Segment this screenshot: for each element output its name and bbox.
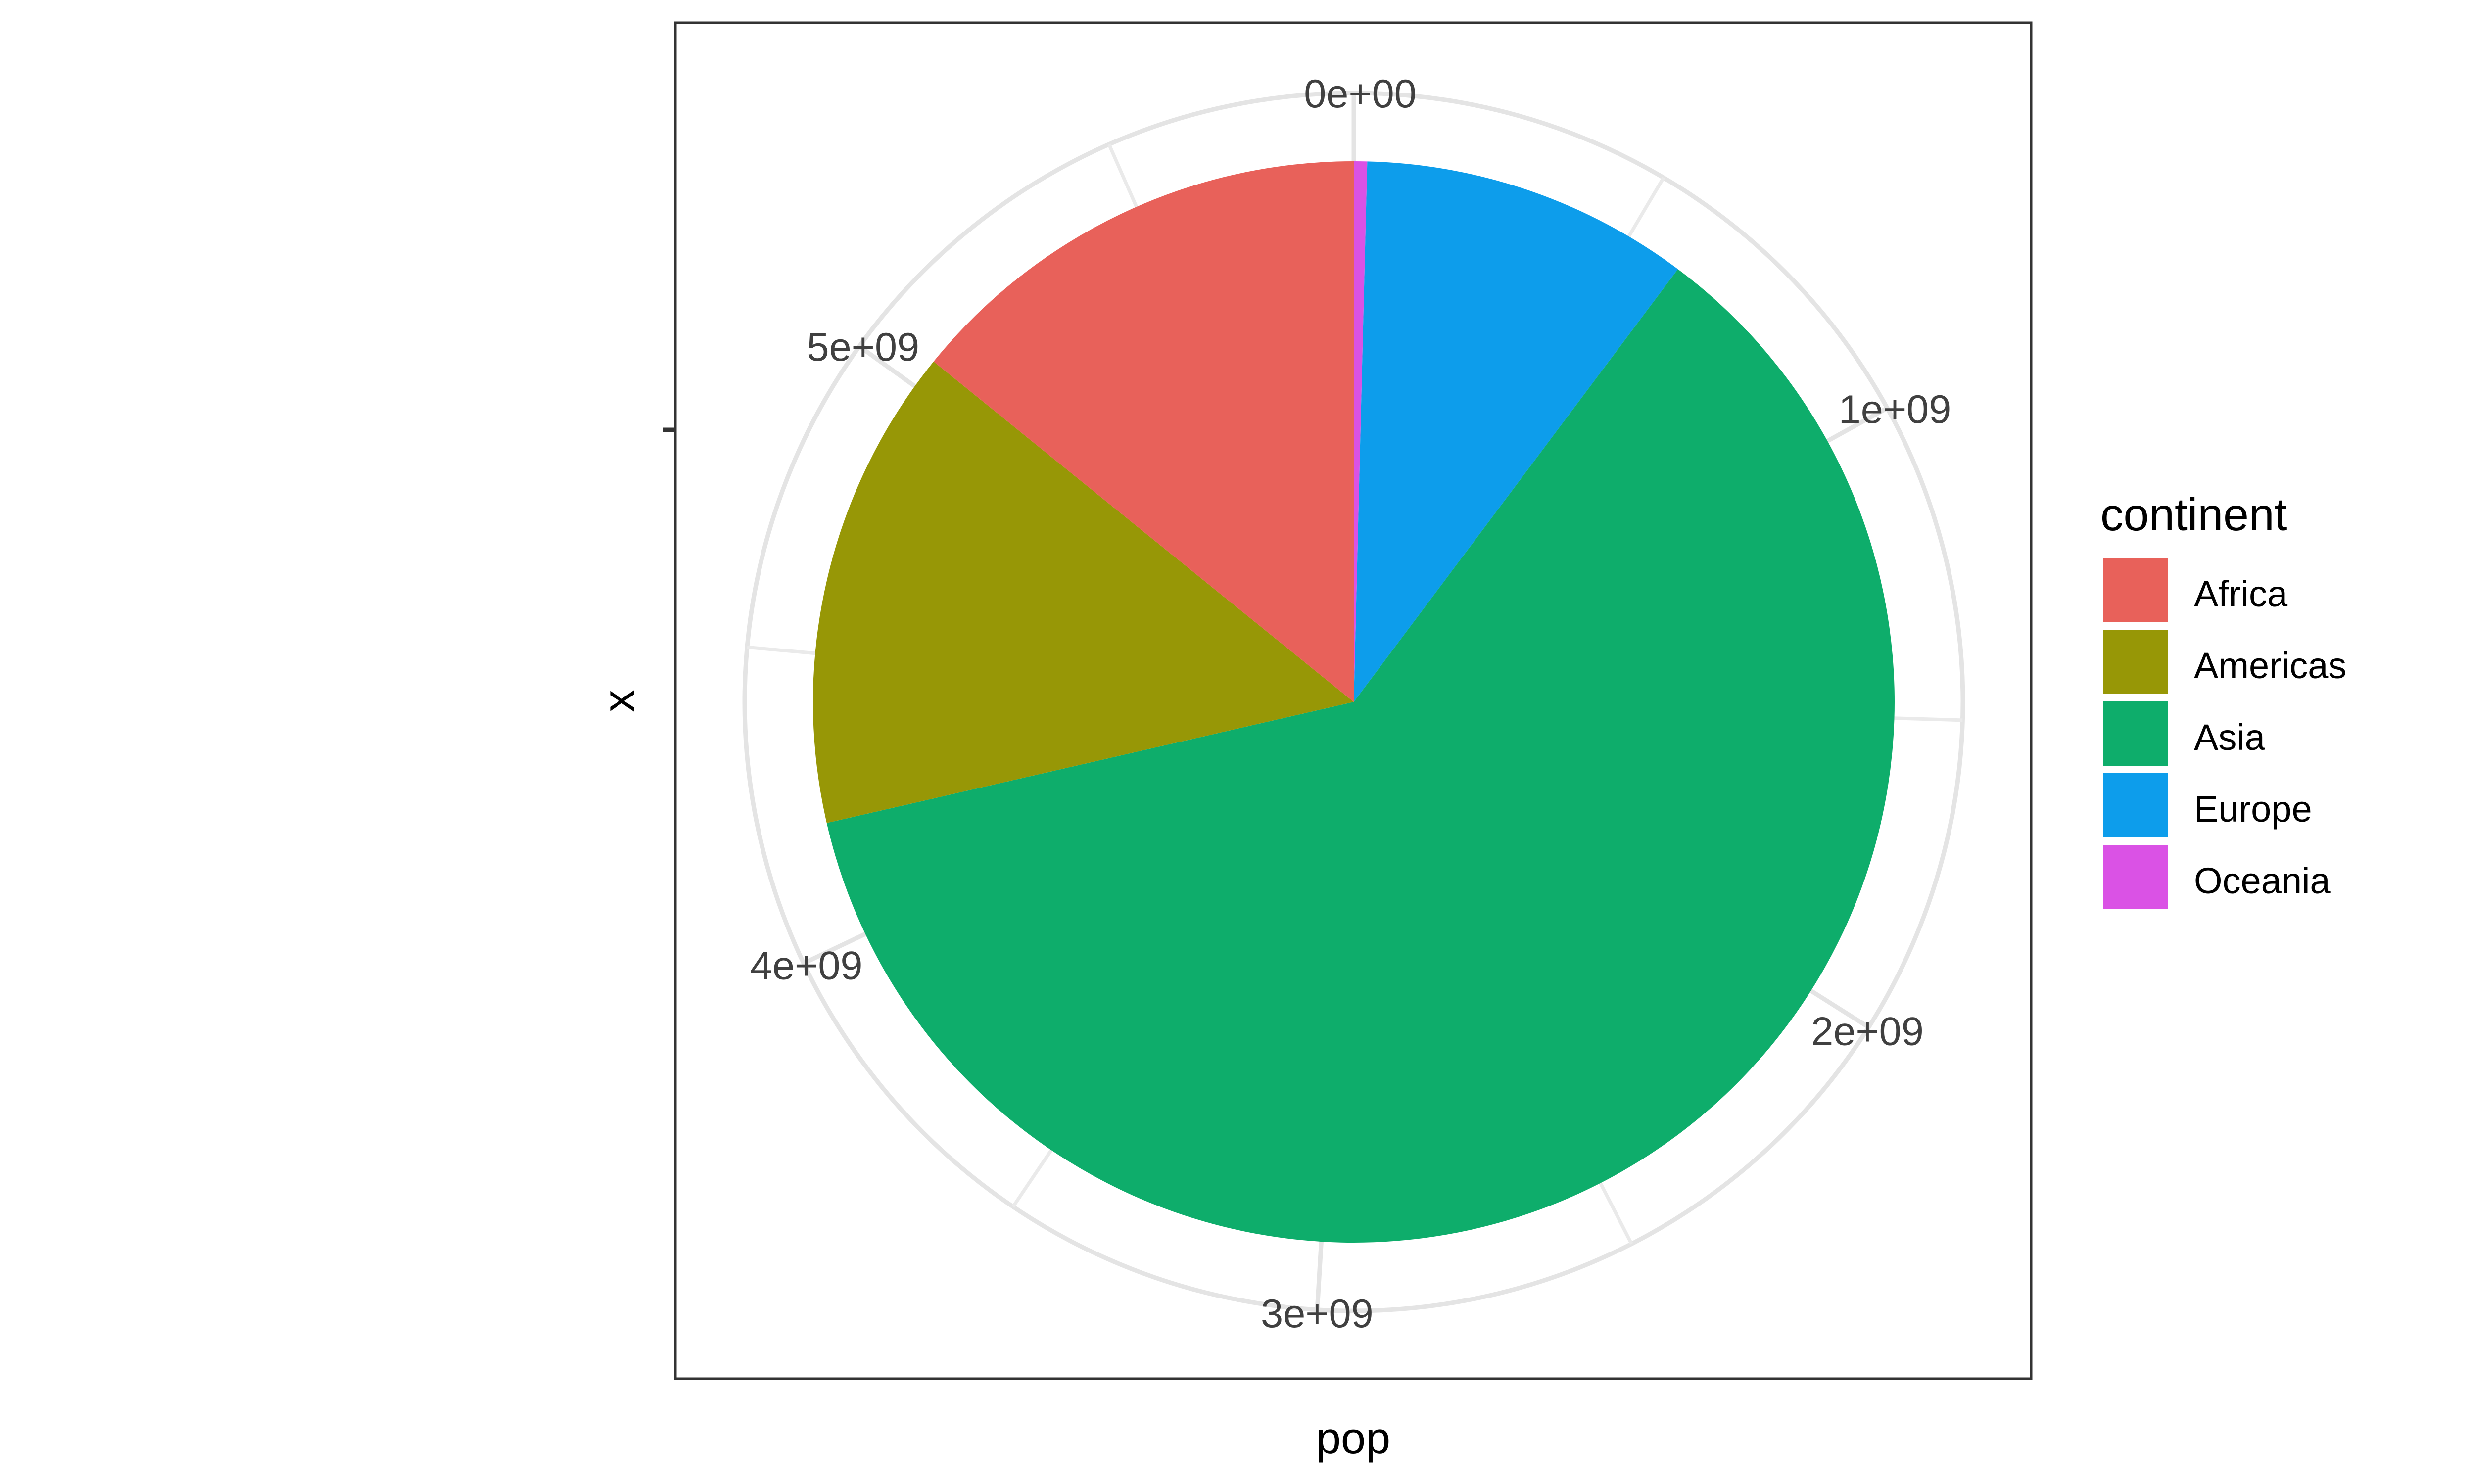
svg-text:x: x: [594, 690, 644, 712]
svg-text:Europe: Europe: [2194, 788, 2312, 830]
svg-text:Americas: Americas: [2194, 645, 2346, 686]
svg-text:4e+09: 4e+09: [750, 944, 863, 988]
svg-text:1e+09: 1e+09: [1839, 387, 1951, 432]
svg-text:pop: pop: [1316, 1414, 1390, 1463]
svg-text:0e+00: 0e+00: [1304, 72, 1417, 116]
svg-text:Asia: Asia: [2194, 717, 2266, 758]
svg-text:continent: continent: [2100, 489, 2287, 540]
svg-text:5e+09: 5e+09: [807, 325, 920, 370]
svg-text:Africa: Africa: [2194, 573, 2288, 614]
svg-text:Oceania: Oceania: [2194, 860, 2331, 901]
svg-text:3e+09: 3e+09: [1261, 1292, 1374, 1336]
svg-text:2e+09: 2e+09: [1811, 1009, 1924, 1054]
